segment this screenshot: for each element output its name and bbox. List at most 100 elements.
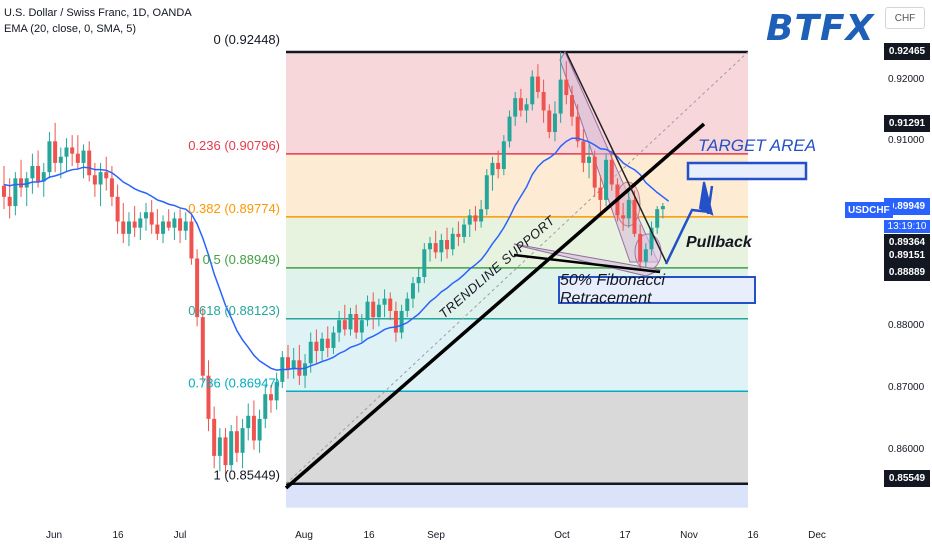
candle-body (132, 221, 137, 228)
candle-body (19, 178, 24, 188)
candle (331, 326, 336, 355)
candle (13, 172, 18, 216)
candle (234, 415, 239, 463)
candle (359, 314, 364, 342)
candle-body (388, 298, 393, 311)
candle (121, 202, 126, 244)
candle-body (303, 363, 308, 376)
candle (530, 70, 535, 111)
candle (524, 98, 529, 123)
candle-body (587, 156, 592, 163)
candle (405, 292, 410, 318)
candle (138, 212, 143, 241)
candle (445, 227, 450, 259)
candle (104, 156, 109, 191)
candle-body (501, 141, 506, 170)
candle-body (75, 153, 80, 163)
candle (58, 147, 63, 179)
candle-body (359, 320, 364, 333)
candle-body (439, 240, 444, 253)
candle-body (195, 258, 200, 318)
candle-body (649, 227, 654, 250)
candle (240, 418, 245, 469)
candle (149, 199, 154, 234)
candle (223, 428, 228, 475)
candle (126, 212, 131, 247)
candle-body (422, 249, 427, 278)
candle (19, 159, 24, 197)
candle (558, 51, 563, 123)
candle-body (513, 98, 518, 117)
candle (115, 184, 120, 234)
price-tick-label: 0.91000 (888, 135, 925, 147)
indicator-legend: EMA (20, close, 0, SMA, 5) (4, 23, 137, 35)
candle-body (41, 172, 46, 182)
candle (2, 165, 6, 210)
symbol-tag: USDCHF (845, 202, 893, 218)
trendlines-and-arrows (284, 51, 808, 490)
candle-body (200, 317, 205, 376)
candle-body (109, 178, 114, 197)
target-arrow-shaft (706, 185, 714, 215)
fib-label-0.786: 0.786 (0.86947) (188, 375, 280, 390)
currency-button[interactable]: CHF (885, 7, 925, 29)
candle-body (632, 199, 637, 234)
price-tick-label: 0.92000 (888, 73, 925, 85)
candle-body (212, 418, 217, 456)
candle (320, 332, 325, 361)
candlestick-series (2, 51, 665, 475)
candle-body (126, 221, 131, 234)
candle-body (365, 301, 370, 321)
fib-zone-0.382 (286, 216, 748, 268)
candle-body (320, 338, 325, 352)
candle-body (274, 381, 279, 401)
candle (325, 326, 330, 358)
time-tick-label: 16 (112, 530, 124, 541)
candle-body (348, 314, 353, 330)
candle (410, 277, 415, 308)
candle (206, 360, 211, 432)
candle (433, 230, 438, 259)
candle-body (70, 147, 75, 154)
lower-wedge-line (513, 253, 661, 274)
candle (587, 144, 592, 179)
candle (75, 135, 80, 170)
candle (92, 162, 97, 197)
candle (501, 135, 506, 176)
candle (428, 236, 432, 262)
time-tick-label: Sep (427, 530, 445, 541)
candle (24, 172, 29, 207)
ema-line-layer (3, 137, 670, 371)
candle-body (456, 233, 461, 237)
candle (195, 249, 200, 327)
candle-body (524, 104, 529, 111)
fib-label-0: 0 (0.92448) (214, 32, 281, 47)
candle-body (155, 224, 160, 234)
candle (399, 304, 404, 339)
candle (621, 202, 626, 231)
candle-body (507, 116, 512, 142)
candle (513, 91, 518, 126)
candle-body (473, 215, 478, 222)
candle-body (268, 394, 273, 401)
candle-body (382, 298, 387, 305)
candle (144, 202, 148, 231)
candle (348, 307, 353, 336)
candle (564, 61, 569, 105)
candle-body (655, 209, 660, 228)
candle-body (376, 304, 381, 318)
target-area-box (686, 161, 808, 181)
candle (314, 329, 319, 364)
candle (30, 153, 35, 194)
candle-body (325, 338, 330, 348)
candle-body (638, 233, 643, 262)
candle-body (47, 141, 52, 173)
candle-body (246, 415, 251, 429)
candle-body (535, 76, 540, 92)
fib-label-0.382: 0.382 (0.89774) (188, 201, 280, 216)
trendline-support (284, 122, 706, 490)
candle (422, 243, 427, 284)
candle-body (104, 172, 109, 179)
candle (291, 347, 296, 379)
